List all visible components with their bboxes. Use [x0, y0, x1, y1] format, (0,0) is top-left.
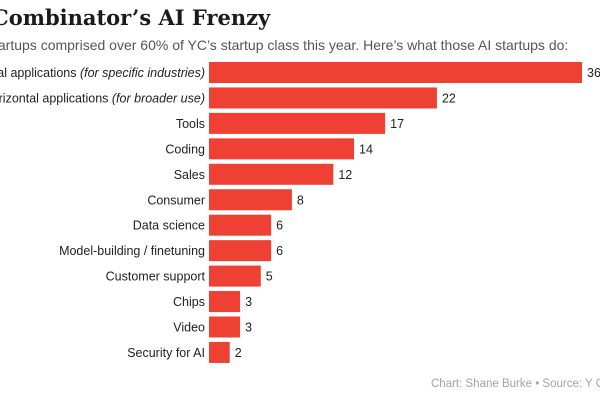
category-label-11: Security for AI [127, 346, 205, 360]
category-label-9: Chips [173, 295, 205, 309]
value-label-10: 3 [245, 321, 252, 335]
category-label-8: Customer support [106, 270, 206, 284]
category-label-3: Coding [165, 142, 205, 156]
category-note-1: (for broader use) [108, 91, 205, 105]
value-label-3: 14 [359, 142, 373, 156]
bar-4 [209, 163, 334, 185]
category-label-0: cal applications (for specific industrie… [0, 66, 205, 80]
chart-source: Chart: Shane Burke • Source: Y Comb [431, 378, 600, 390]
category-label-10: Video [173, 321, 205, 335]
bar-0 [209, 62, 582, 83]
value-label-2: 17 [390, 117, 404, 131]
bar-11 [209, 341, 230, 363]
category-note-0: (for specific industries) [76, 66, 205, 80]
category-label-1: orizontal applications (for broader use) [0, 91, 205, 105]
category-label-7: Model-building / finetuning [59, 244, 205, 258]
bar-9 [209, 291, 241, 313]
bar-7 [209, 240, 272, 262]
value-label-0: 36 [587, 66, 600, 80]
chart-title: Combinator’s AI Frenzy [0, 5, 271, 30]
value-label-5: 8 [297, 193, 304, 207]
category-label-6: Data science [133, 219, 205, 233]
bar-2 [209, 112, 386, 134]
bar-6 [209, 214, 272, 236]
bar-10 [209, 316, 241, 338]
value-label-7: 6 [276, 244, 283, 258]
value-label-8: 5 [266, 270, 273, 284]
category-label-4: Sales [174, 168, 205, 182]
bar-8 [209, 265, 261, 287]
value-label-6: 6 [276, 219, 283, 233]
category-label-2: Tools [176, 117, 205, 131]
chart-subtitle: tartups comprised over 60% of YC’s start… [0, 37, 569, 53]
value-label-11: 2 [235, 346, 242, 360]
category-label-5: Consumer [147, 193, 205, 207]
bar-5 [209, 189, 292, 211]
value-label-1: 22 [442, 91, 456, 105]
value-label-4: 12 [338, 168, 352, 182]
bar-1 [209, 87, 437, 109]
bar-3 [209, 138, 355, 160]
value-label-9: 3 [245, 295, 252, 309]
